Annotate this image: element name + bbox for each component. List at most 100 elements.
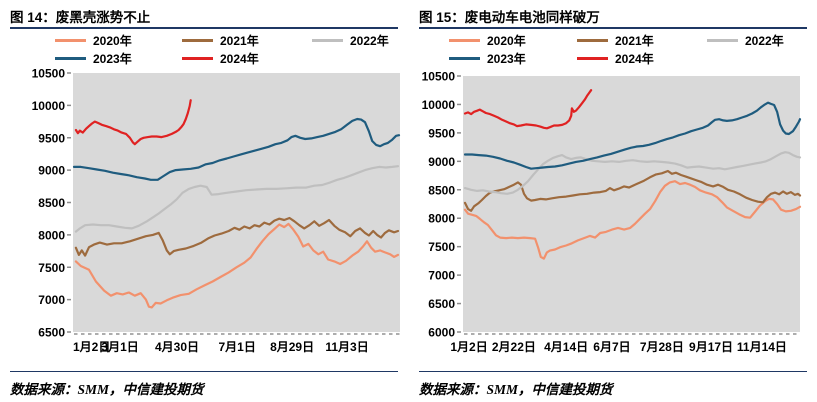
x-axis-label: 7月1日 xyxy=(218,340,255,354)
figure-15-chart: 10500 10000 9500 9000 8500 8000 7500 7000 6500 60… xyxy=(422,70,802,354)
x-minor-tick xyxy=(242,333,246,335)
x-minor-tick xyxy=(333,333,337,335)
source-note: 数据来源：SMM，中信建投期货 xyxy=(10,382,204,397)
legend-label: 2022年 xyxy=(350,34,389,48)
x-minor-tick xyxy=(646,333,650,335)
x-minor-tick xyxy=(597,333,601,335)
x-minor-tick xyxy=(298,333,302,335)
x-minor-tick xyxy=(249,333,253,335)
series-line-2024年 xyxy=(463,89,593,130)
x-axis-label: 11月3日 xyxy=(325,340,368,354)
legend-label: 2021年 xyxy=(220,34,259,48)
x-minor-tick xyxy=(471,333,475,335)
y-axis-label: 8500 xyxy=(428,183,455,197)
x-minor-tick xyxy=(291,333,295,335)
footer-divider xyxy=(419,371,807,372)
legend-swatch xyxy=(182,57,213,60)
x-axis-label: 6月7日 xyxy=(593,340,630,354)
x-minor-tick xyxy=(186,333,190,335)
x-axis-label: 8月29日 xyxy=(270,340,314,354)
x-minor-tick xyxy=(88,333,92,335)
series-line-2020年 xyxy=(74,222,400,309)
y-tick-mark xyxy=(67,72,71,74)
y-tick-mark xyxy=(457,331,461,333)
legend-swatch xyxy=(449,57,480,60)
x-axis-label: 1月2日 xyxy=(450,340,487,354)
x-minor-tick xyxy=(102,333,106,335)
series-line-2022年 xyxy=(74,165,400,233)
x-minor-tick xyxy=(172,333,176,335)
y-tick-mark xyxy=(67,169,71,171)
x-minor-tick xyxy=(499,333,503,335)
legend-label: 2023年 xyxy=(487,52,526,66)
legend-item-2024年: 2024年 xyxy=(577,50,654,67)
x-minor-tick xyxy=(653,333,657,335)
y-axis-label: 6500 xyxy=(428,297,455,311)
y-tick-mark xyxy=(457,75,461,77)
x-minor-tick xyxy=(772,333,776,335)
x-minor-tick xyxy=(541,333,545,335)
y-tick-mark xyxy=(67,266,71,268)
series-line-2021年 xyxy=(74,216,400,257)
x-minor-tick xyxy=(284,333,288,335)
footer-divider xyxy=(10,371,398,372)
x-minor-tick xyxy=(681,333,685,335)
x-minor-tick xyxy=(506,333,510,335)
y-tick-mark xyxy=(67,298,71,301)
y-tick-mark xyxy=(457,103,461,106)
x-minor-tick xyxy=(116,333,120,335)
x-minor-tick xyxy=(270,333,274,335)
plot-area xyxy=(73,73,400,332)
x-minor-tick xyxy=(576,333,580,335)
y-tick-mark xyxy=(67,137,71,139)
x-minor-tick xyxy=(214,333,218,335)
x-minor-tick xyxy=(611,333,615,335)
series-line-2024年 xyxy=(74,99,192,146)
y-axis-label: 7000 xyxy=(428,269,455,283)
y-tick-mark xyxy=(457,302,461,305)
plot-area xyxy=(463,76,800,332)
y-axis-label: 9000 xyxy=(428,155,455,169)
x-minor-tick xyxy=(305,333,309,335)
x-minor-tick xyxy=(158,333,162,335)
x-minor-tick xyxy=(235,333,239,335)
x-minor-tick xyxy=(109,333,113,335)
legend-item-2020年: 2020年 xyxy=(55,32,132,49)
x-minor-tick xyxy=(485,333,489,335)
legend-item-2020年: 2020年 xyxy=(449,32,526,49)
x-minor-tick xyxy=(527,333,531,335)
x-minor-tick xyxy=(382,333,386,335)
series-line-2021年 xyxy=(463,169,802,212)
y-axis-label: 8000 xyxy=(428,212,455,226)
x-axis-label: 7月28日 xyxy=(640,340,684,354)
y-tick-mark xyxy=(457,160,461,163)
legend-item-2024年: 2024年 xyxy=(182,50,259,67)
x-minor-tick xyxy=(368,333,372,335)
figure-14-panel: 图 14：废黑壳涨势不止 2020年 2021年 2022年 2023年 2024年 1… xyxy=(0,0,408,402)
y-tick-mark xyxy=(67,104,71,107)
x-axis-label: 11月14日 xyxy=(737,340,787,354)
x-minor-tick xyxy=(123,333,127,335)
x-minor-tick xyxy=(193,333,197,335)
x-minor-tick xyxy=(793,333,797,335)
x-minor-tick xyxy=(709,333,713,335)
x-minor-tick xyxy=(520,333,524,335)
x-axis-label: 1月2日 xyxy=(73,340,110,354)
y-axis-label: 10000 xyxy=(32,99,66,113)
x-axis-label: 4月14日 xyxy=(544,340,588,354)
y-axis-label: 10000 xyxy=(422,98,456,112)
x-minor-tick xyxy=(326,333,330,335)
figure-14-title: 图 14：废黑壳涨势不止 xyxy=(10,10,151,25)
x-minor-tick xyxy=(723,333,727,335)
y-axis-label: 10500 xyxy=(422,70,456,84)
legend-swatch xyxy=(577,57,608,60)
legend-item-2022年: 2022年 xyxy=(707,32,784,49)
x-minor-tick xyxy=(396,333,400,335)
x-minor-tick xyxy=(492,333,496,335)
legend-swatch xyxy=(55,57,86,60)
x-minor-tick xyxy=(779,333,783,335)
legend-item-2022年: 2022年 xyxy=(312,32,389,49)
y-axis-label: 6500 xyxy=(38,326,65,340)
y-tick-mark xyxy=(457,189,461,191)
